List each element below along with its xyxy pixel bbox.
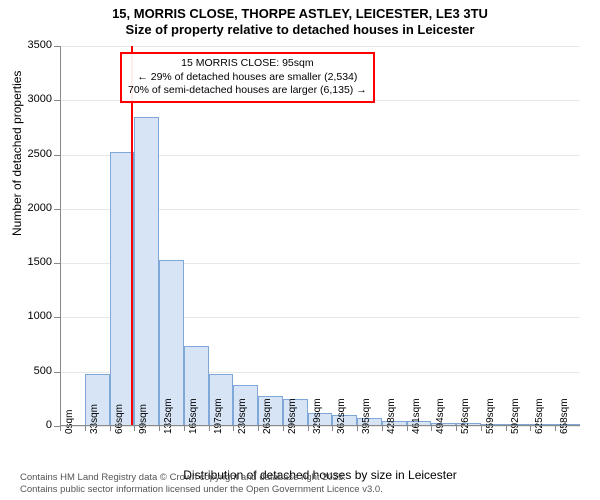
x-tick (332, 426, 333, 431)
x-tick (184, 426, 185, 431)
x-tick-label: 559sqm (485, 398, 496, 434)
x-tick-label: 0sqm (64, 410, 75, 434)
x-tick (283, 426, 284, 431)
x-tick-label: 132sqm (163, 398, 174, 434)
y-tick-label: 1500 (12, 256, 52, 268)
x-tick-label: 494sqm (435, 398, 446, 434)
y-tick-label: 1000 (12, 310, 52, 322)
x-tick-label: 66sqm (114, 404, 125, 434)
annotation-line-1: 15 MORRIS CLOSE: 95sqm (128, 57, 367, 71)
x-tick (431, 426, 432, 431)
y-tick-label: 500 (12, 365, 52, 377)
y-tick-label: 2500 (12, 148, 52, 160)
x-tick-label: 658sqm (559, 398, 570, 434)
x-tick (258, 426, 259, 431)
x-tick-label: 428sqm (386, 398, 397, 434)
x-tick-label: 230sqm (237, 398, 248, 434)
x-tick (85, 426, 86, 431)
x-tick-label: 99sqm (138, 404, 149, 434)
x-tick-label: 526sqm (460, 398, 471, 434)
x-tick-label: 263sqm (262, 398, 273, 434)
title-sub: Size of property relative to detached ho… (0, 22, 600, 38)
histogram-bar (134, 117, 159, 426)
plot-region: 05001000150020002500300035000sqm33sqm66s… (60, 46, 580, 426)
y-tick-label: 3000 (12, 93, 52, 105)
x-tick (407, 426, 408, 431)
x-tick-label: 296sqm (287, 398, 298, 434)
x-tick (110, 426, 111, 431)
x-tick (233, 426, 234, 431)
x-tick (506, 426, 507, 431)
x-tick (481, 426, 482, 431)
x-tick-label: 395sqm (361, 398, 372, 434)
grid-line (60, 46, 580, 47)
x-tick-label: 165sqm (188, 398, 199, 434)
x-tick-label: 461sqm (411, 398, 422, 434)
chart-area: 05001000150020002500300035000sqm33sqm66s… (60, 46, 580, 426)
x-tick-label: 33sqm (89, 404, 100, 434)
chart-container: 15, MORRIS CLOSE, THORPE ASTLEY, LEICEST… (0, 0, 600, 500)
x-tick (555, 426, 556, 431)
x-tick-label: 329sqm (312, 398, 323, 434)
property-marker-line (131, 46, 133, 426)
x-tick-label: 625sqm (534, 398, 545, 434)
x-tick-label: 362sqm (336, 398, 347, 434)
annotation-line-2: ← 29% of detached houses are smaller (2,… (128, 71, 367, 85)
annotation-line-3: 70% of semi-detached houses are larger (… (128, 84, 367, 98)
x-tick (159, 426, 160, 431)
y-tick-label: 0 (12, 419, 52, 431)
annotation-box: 15 MORRIS CLOSE: 95sqm ← 29% of detached… (120, 52, 375, 103)
y-tick-label: 2000 (12, 202, 52, 214)
footer-line-1: Contains HM Land Registry data © Crown c… (20, 472, 383, 484)
footer-attribution: Contains HM Land Registry data © Crown c… (20, 472, 383, 496)
x-tick (209, 426, 210, 431)
x-tick-label: 592sqm (510, 398, 521, 434)
y-tick-label: 3500 (12, 39, 52, 51)
x-axis-line (60, 425, 580, 426)
x-tick-label: 197sqm (213, 398, 224, 434)
y-axis-line (60, 46, 61, 426)
x-tick (382, 426, 383, 431)
x-tick (530, 426, 531, 431)
x-tick (456, 426, 457, 431)
x-tick (357, 426, 358, 431)
footer-line-2: Contains public sector information licen… (20, 484, 383, 496)
title-main: 15, MORRIS CLOSE, THORPE ASTLEY, LEICEST… (0, 0, 600, 22)
x-tick (60, 426, 61, 431)
x-tick (308, 426, 309, 431)
x-tick (134, 426, 135, 431)
